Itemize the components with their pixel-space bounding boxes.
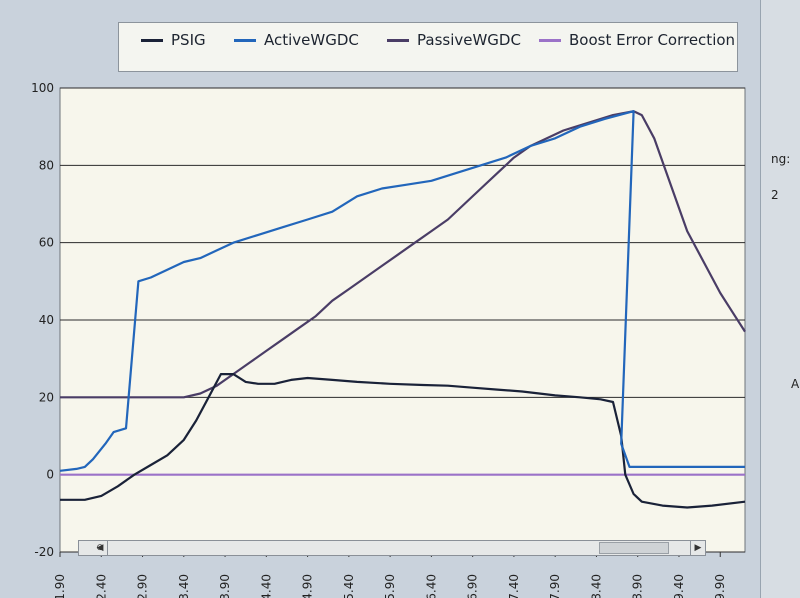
- x-axis-scrollbar[interactable]: ⊙ ◀ ▶: [78, 540, 706, 556]
- legend-item-activewgdc: ActiveWGDC: [234, 31, 359, 49]
- x-tick-label: 5.90: [383, 574, 397, 598]
- x-tick-label: 9.40: [672, 574, 686, 598]
- legend-swatch-psig: [141, 38, 163, 42]
- legend-item-boost-error-correction: Boost Error Correction: [539, 31, 735, 49]
- legend-label-boost-error-correction: Boost Error Correction: [569, 31, 736, 49]
- scroll-right-arrow-icon[interactable]: ▶: [690, 541, 705, 555]
- legend-swatch-boost-error-correction: [539, 38, 561, 42]
- x-tick-label: 5.40: [342, 574, 356, 598]
- x-tick-label: 8.90: [631, 574, 645, 598]
- x-tick-label: 2.90: [136, 574, 150, 598]
- y-tick-label: 0: [46, 468, 54, 482]
- series-line-psig: [60, 373, 746, 509]
- y-tick-label: -20: [34, 545, 54, 559]
- x-tick-label: 6.90: [466, 574, 480, 598]
- x-tick-label: 3.90: [218, 574, 232, 598]
- series-line-activewgdc: [59, 110, 745, 472]
- x-tick-label: 3.40: [177, 574, 191, 598]
- scroll-left-arrow-icon[interactable]: ◀: [93, 541, 108, 555]
- y-tick-label: 20: [39, 390, 54, 404]
- x-tick-label: 4.40: [259, 574, 273, 598]
- right-side-panel: ng: 2 A: [760, 0, 800, 598]
- x-tick-label: 7.90: [548, 574, 562, 598]
- chart-legend: PSIG ActiveWGDC PassiveWGDC Boost Error …: [118, 22, 738, 72]
- x-tick-label: 2.40: [94, 574, 108, 598]
- x-tick-label: 1.90: [53, 574, 67, 598]
- x-tick-label: 6.40: [424, 574, 438, 598]
- scroll-thumb[interactable]: [599, 542, 669, 554]
- y-tick-label: 80: [39, 158, 54, 172]
- x-tick-label: 4.90: [301, 574, 315, 598]
- legend-item-passivewgdc: PassiveWGDC: [387, 31, 521, 49]
- series-line-passivewgdc: [60, 110, 746, 399]
- legend-swatch-activewgdc: [234, 38, 256, 42]
- legend-item-psig: PSIG: [141, 31, 206, 49]
- y-tick-label: 100: [31, 81, 54, 95]
- y-tick-label: 60: [39, 236, 54, 250]
- legend-swatch-passivewgdc: [387, 38, 409, 42]
- panel-value-fragment[interactable]: 2: [771, 188, 779, 202]
- panel-label-fragment-a: A: [791, 377, 800, 391]
- x-tick-label: 9.90: [713, 574, 727, 598]
- legend-label-activewgdc: ActiveWGDC: [264, 31, 359, 49]
- legend-label-psig: PSIG: [171, 31, 206, 49]
- x-tick-label: 7.40: [507, 574, 521, 598]
- legend-label-passivewgdc: PassiveWGDC: [417, 31, 521, 49]
- panel-label-fragment: ng:: [771, 152, 791, 166]
- y-tick-label: 40: [39, 313, 54, 327]
- x-tick-label: 8.40: [589, 574, 603, 598]
